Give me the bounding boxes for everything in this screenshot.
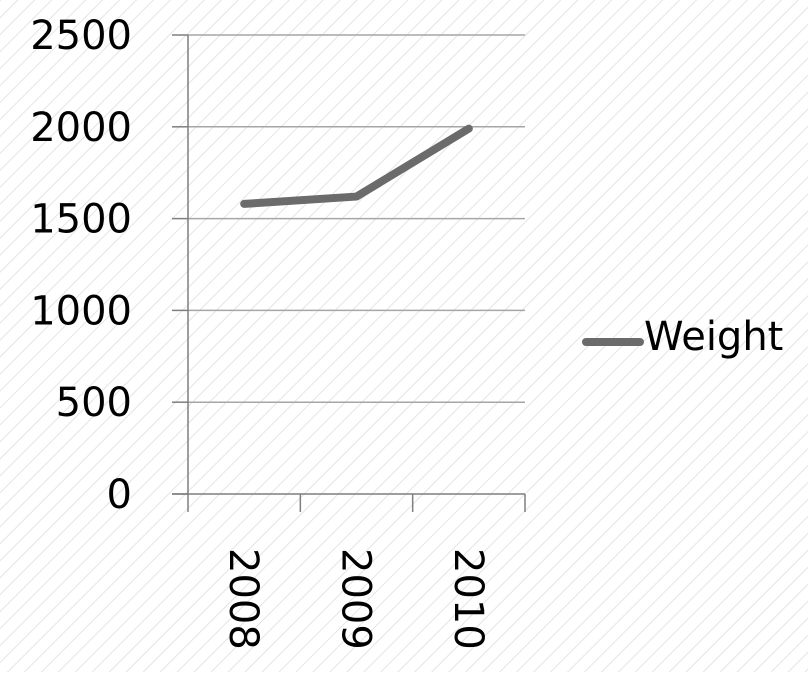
y-tick-label-2500: 2500 bbox=[30, 13, 132, 59]
y-tick-label-500: 500 bbox=[56, 380, 132, 426]
x-tick-label-2010: 2010 bbox=[445, 548, 491, 650]
x-tick-label-2009: 2009 bbox=[333, 548, 379, 650]
y-tick-label-1500: 1500 bbox=[30, 197, 132, 243]
legend-label-weight: Weight bbox=[644, 314, 783, 360]
x-axis-tick-labels: 2008 2009 2010 bbox=[220, 548, 491, 650]
x-tick-label-2008: 2008 bbox=[220, 548, 266, 650]
y-tick-label-1000: 1000 bbox=[30, 288, 132, 334]
y-tick-label-2000: 2000 bbox=[30, 105, 132, 151]
y-tick-label-0: 0 bbox=[107, 472, 132, 518]
